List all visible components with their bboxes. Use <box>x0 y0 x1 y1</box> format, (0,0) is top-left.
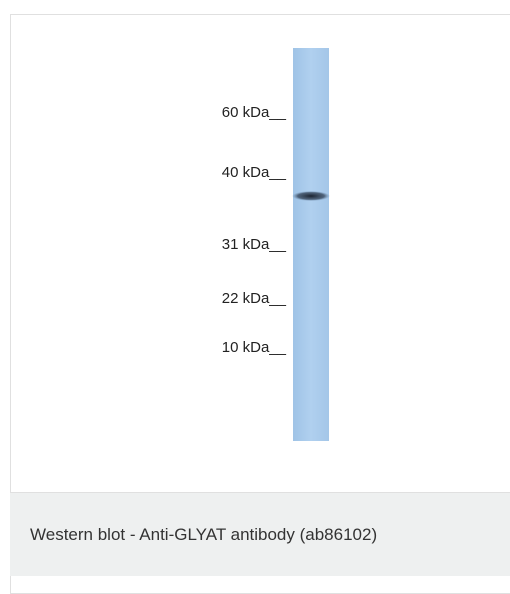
caption-text: Western blot - Anti-GLYAT antibody (ab86… <box>30 525 377 545</box>
blot-band <box>292 191 330 201</box>
blot-image <box>0 0 510 576</box>
blot-lane <box>293 48 329 441</box>
caption-bar: Western blot - Anti-GLYAT antibody (ab86… <box>10 492 510 576</box>
marker-label: 31 kDa__ <box>222 236 286 253</box>
marker-label: 10 kDa__ <box>222 339 286 356</box>
marker-label: 40 kDa__ <box>222 164 286 181</box>
marker-label: 60 kDa__ <box>222 104 286 121</box>
marker-label: 22 kDa__ <box>222 290 286 307</box>
page: 60 kDa__ 40 kDa__ 31 kDa__ 22 kDa__ 10 kDa__… <box>0 0 510 576</box>
